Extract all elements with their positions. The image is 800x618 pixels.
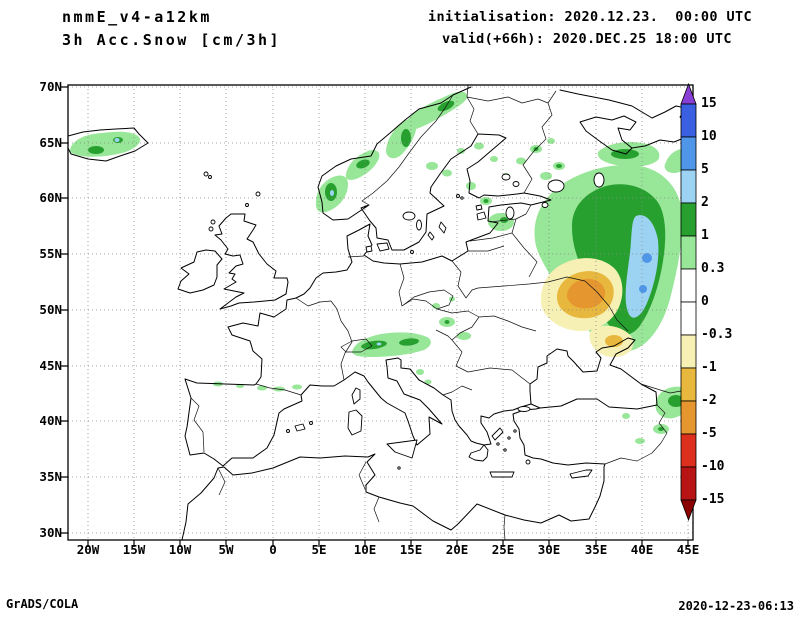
- country-borders: [190, 85, 693, 540]
- colorbar-label: 0.3: [701, 261, 725, 276]
- axis-ticks: [61, 86, 689, 547]
- lat-label: 60N: [39, 190, 62, 205]
- colorbar-label: 10: [701, 129, 717, 144]
- lon-label: 40E: [630, 542, 654, 557]
- lon-label: 35E: [584, 542, 608, 557]
- lat-label: 50N: [39, 302, 62, 317]
- lon-label: 20W: [76, 542, 100, 557]
- lat-label: 65N: [39, 135, 62, 150]
- colorbar-seg: [680, 433, 697, 468]
- colorbar-label: 2: [701, 195, 709, 210]
- lon-label: 15W: [122, 542, 146, 557]
- colorbar-label: 1: [701, 228, 709, 243]
- grads-credit: GrADS/COLA: [6, 597, 79, 611]
- colorbar-seg: [680, 466, 697, 501]
- melt-orange-areas: [567, 278, 606, 309]
- colorbar-seg: [680, 202, 697, 237]
- colorbar-label: 5: [701, 162, 709, 177]
- colorbar-label: -10: [701, 459, 725, 474]
- colorbar-seg: [680, 103, 697, 138]
- valid-line: valid(+66h): 2020.DEC.25 18:00 UTC: [442, 31, 732, 47]
- snow-light-blue-areas: [114, 138, 659, 346]
- lat-label: 70N: [39, 79, 62, 94]
- lon-label: 45E: [676, 542, 700, 557]
- lon-label: 5W: [218, 542, 234, 557]
- colorbar: [680, 82, 697, 522]
- colorbar-label: -5: [701, 426, 717, 441]
- lon-label: 0: [269, 542, 277, 557]
- lon-label: 20E: [445, 542, 469, 557]
- lat-label: 35N: [39, 469, 62, 484]
- lat-label: 40N: [39, 413, 62, 428]
- init-line: initialisation: 2020.12.23. 00:00 UTC: [428, 9, 753, 25]
- colorbar-label: -2: [701, 393, 717, 408]
- colorbar-seg: [680, 400, 697, 435]
- lon-label: 10E: [353, 542, 377, 557]
- lon-label: 30E: [537, 542, 561, 557]
- colorbar-arrow-top: [680, 82, 697, 105]
- graticule-grid: [68, 85, 693, 540]
- colorbar-seg: [680, 136, 697, 171]
- colorbar-seg: [680, 169, 697, 204]
- snow-blue-areas: [639, 253, 652, 293]
- lon-label: 5E: [311, 542, 327, 557]
- lon-label: 25E: [491, 542, 515, 557]
- colorbar-label: -15: [701, 492, 725, 507]
- colorbar-seg: [680, 235, 697, 270]
- lat-label: 45N: [39, 358, 62, 373]
- islands: [203, 171, 593, 479]
- colorbar-arrow-bottom: [680, 499, 697, 522]
- model-title: nmmE_v4-a12km: [62, 8, 212, 26]
- colorbar-seg: [680, 301, 697, 336]
- lat-label: 30N: [39, 525, 62, 540]
- creation-timestamp: 2020-12-23-06:13: [678, 599, 794, 613]
- lakes: [402, 172, 605, 412]
- colorbar-label: -0.3: [701, 327, 733, 342]
- lon-label: 15E: [399, 542, 423, 557]
- colorbar-seg: [680, 367, 697, 402]
- colorbar-label: 15: [701, 96, 717, 111]
- lat-label: 55N: [39, 246, 62, 261]
- colorbar-label: 0: [701, 294, 709, 309]
- colorbar-label: -1: [701, 360, 717, 375]
- colorbar-seg: [680, 268, 697, 303]
- product-title: 3h Acc.Snow [cm/3h]: [62, 31, 282, 49]
- colorbar-seg: [680, 334, 697, 369]
- lon-label: 10W: [168, 542, 192, 557]
